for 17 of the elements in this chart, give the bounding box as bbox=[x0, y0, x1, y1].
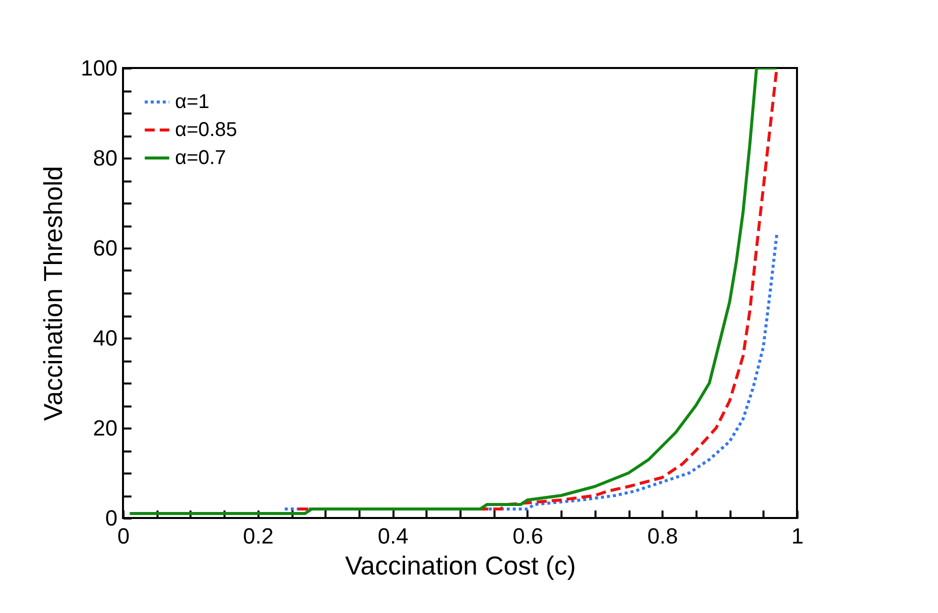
line-series bbox=[128, 68, 778, 515]
y-tick-label: 60 bbox=[93, 236, 118, 260]
x-tick-label: 0.6 bbox=[512, 524, 544, 548]
legend-label: α=0.85 bbox=[175, 119, 238, 141]
x-tick-label: 1 bbox=[791, 524, 804, 548]
y-tick-label: 20 bbox=[93, 416, 118, 440]
x-tick-label: 0.4 bbox=[378, 524, 408, 548]
y-tick-label: 0 bbox=[105, 506, 118, 530]
y-tick-label: 100 bbox=[80, 56, 118, 80]
y-tick-label: 80 bbox=[93, 146, 118, 170]
x-tick-label: 0.2 bbox=[243, 524, 274, 548]
x-axis-title: Vaccination Cost (c) bbox=[345, 550, 576, 580]
legend-label: α=0.7 bbox=[175, 147, 226, 169]
y-tick-label: 40 bbox=[93, 326, 118, 350]
legend-label: α=1 bbox=[175, 91, 210, 113]
x-tick-label: 0.8 bbox=[647, 524, 678, 548]
y-axis-title: Vaccination Threshold bbox=[38, 166, 68, 421]
